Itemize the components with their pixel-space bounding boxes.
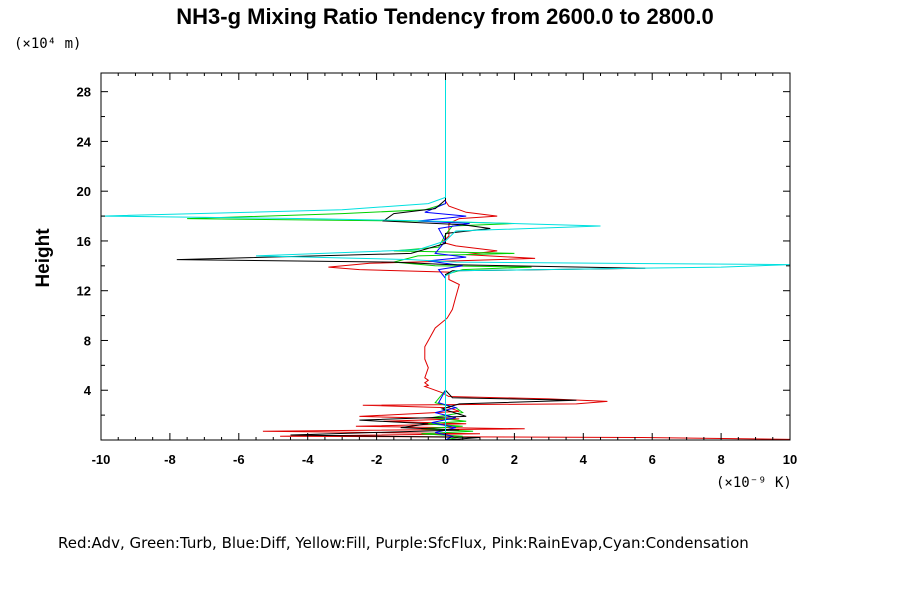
x-tick-label: 8: [717, 452, 724, 467]
y-tick-label: 4: [84, 383, 92, 398]
series-line-2: [187, 73, 532, 441]
x-tick-label: -6: [233, 452, 245, 467]
series-line-3: [417, 73, 470, 441]
y-tick-label: 12: [77, 284, 91, 299]
x-tick-label: 0: [442, 452, 449, 467]
y-tick-label: 28: [77, 85, 91, 100]
y-axis-label: Height: [33, 228, 54, 288]
y-tick-label: 20: [77, 184, 91, 199]
x-tick-label: -10: [92, 452, 111, 467]
x-tick-label: 10: [783, 452, 797, 467]
y-unit-label: (×10⁴ m): [14, 36, 81, 52]
x-tick-label: -2: [371, 452, 383, 467]
chart-title: NH3-g Mixing Ratio Tendency from 2600.0 …: [176, 4, 714, 29]
y-tick-label: 8: [84, 333, 91, 348]
x-tick-label: -8: [164, 452, 176, 467]
series-line-4: [176, 73, 646, 441]
series-line-5: [100, 73, 791, 440]
x-tick-label: 6: [649, 452, 656, 467]
x-unit-label: (×10⁻⁹ K): [716, 475, 792, 491]
y-tick-label: 16: [77, 234, 91, 249]
series-line-1: [262, 73, 791, 440]
legend-text: Red:Adv, Green:Turb, Blue:Diff, Yellow:F…: [58, 534, 749, 552]
x-tick-label: 2: [511, 452, 518, 467]
x-tick-label: -4: [302, 452, 314, 467]
series-layer: [100, 73, 791, 441]
y-tick-label: 24: [77, 134, 92, 149]
x-tick-label: 4: [580, 452, 588, 467]
